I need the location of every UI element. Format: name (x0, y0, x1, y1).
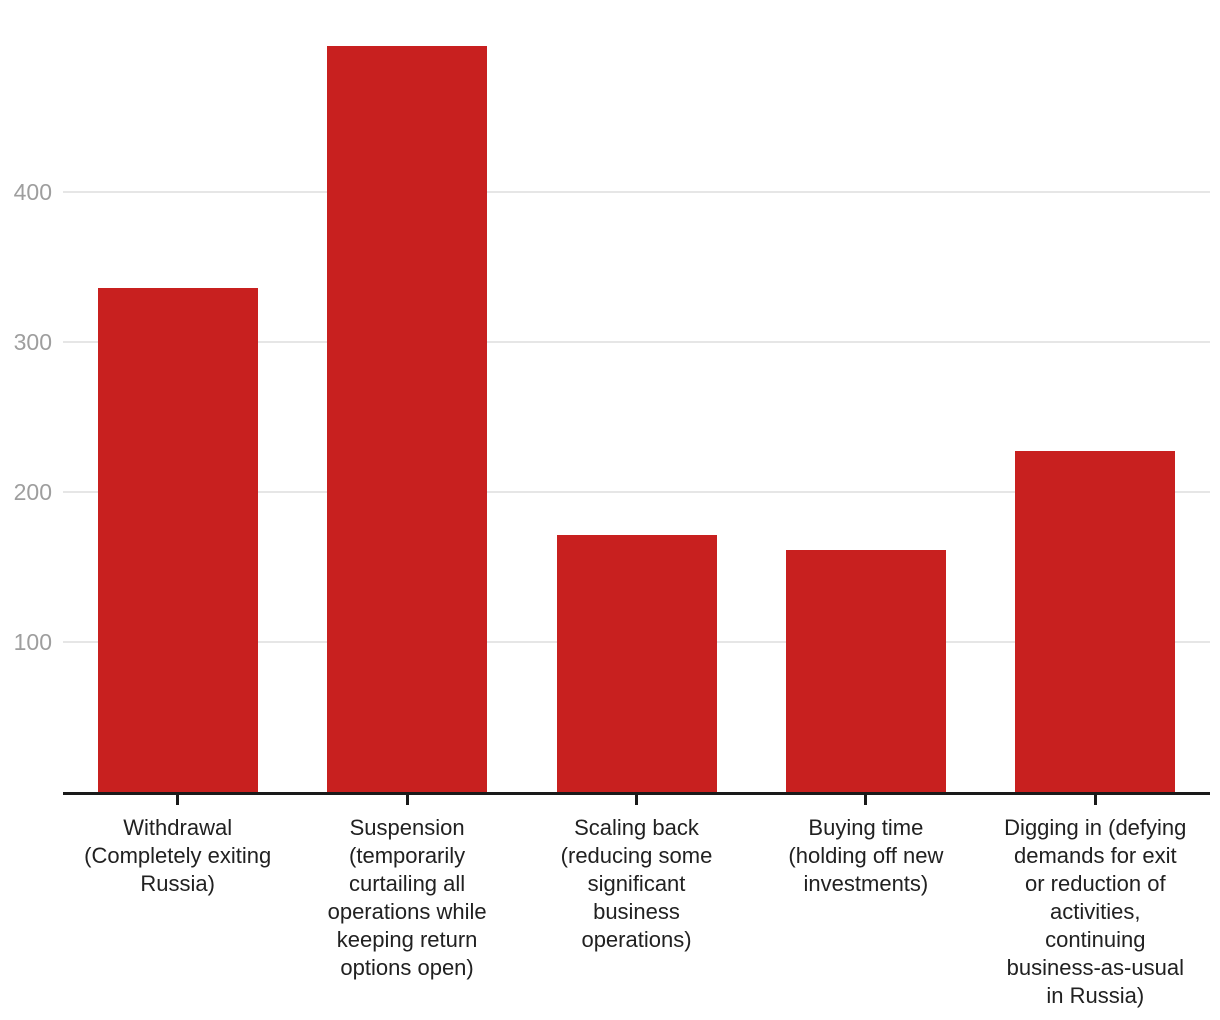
bar (1015, 451, 1176, 792)
x-axis-tick (405, 795, 409, 805)
gridline (63, 491, 1210, 493)
x-axis-category-label: Suspension (temporarily curtailing all o… (327, 815, 487, 980)
bar (327, 46, 488, 792)
x-axis-line (63, 792, 1210, 795)
x-axis-category-label: Withdrawal (Completely exiting Russia) (84, 815, 272, 896)
bar (556, 535, 717, 792)
x-axis-tick (176, 795, 180, 805)
x-axis-category-label: Buying time (holding off new investments… (788, 815, 944, 896)
x-axis-category-label: Digging in (defying demands for exit or … (1004, 815, 1187, 1008)
y-axis-tick-label: 400 (13, 179, 52, 205)
y-axis-tick-label: 100 (13, 629, 52, 655)
y-axis-tick-label: 300 (13, 329, 52, 355)
bar (785, 550, 946, 792)
x-axis-tick (635, 795, 638, 805)
x-axis-tick (864, 795, 868, 805)
gridline (63, 191, 1210, 193)
y-axis-tick-label: 200 (13, 479, 52, 505)
gridline (63, 341, 1210, 343)
bar (97, 288, 258, 792)
x-axis-category-label: Scaling back (reducing some significant … (560, 815, 713, 952)
x-axis-tick (1093, 795, 1097, 805)
